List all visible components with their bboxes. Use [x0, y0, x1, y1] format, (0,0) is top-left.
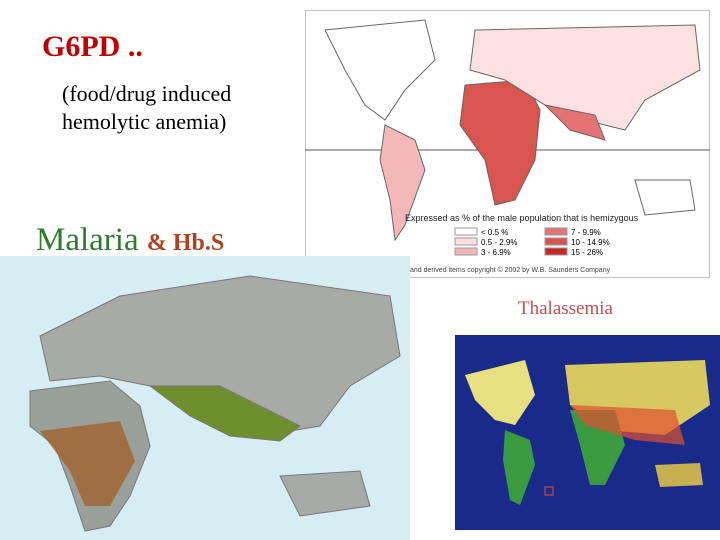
g6pd-subtitle: (food/drug induced hemolytic anemia) [62, 80, 231, 136]
g6pd-title: G6PD .. [42, 30, 143, 63]
malaria-asia [148, 385, 301, 442]
legend-label: 10 - 14.9% [571, 238, 610, 247]
australia [655, 463, 703, 487]
south-asia [543, 104, 606, 141]
hbs-title: & Hb.S [146, 230, 225, 256]
legend: < 0.5 %0.5 - 2.9%3 - 6.9% 7 - 9.9%10 - 14… [454, 227, 610, 257]
north-america [324, 19, 436, 121]
legend-swatch [544, 237, 568, 246]
legend-swatch [544, 247, 568, 256]
south-america [503, 430, 535, 505]
legend-swatch [454, 237, 478, 246]
eurasia [39, 275, 401, 437]
legend-swatch [544, 227, 568, 236]
legend-label: 7 - 9.9% [571, 228, 601, 237]
legend-swatch [454, 227, 478, 236]
legend-swatch [454, 247, 478, 256]
legend-title: Expressed as % of the male population th… [405, 213, 639, 223]
thalassemia-band [570, 405, 685, 445]
malaria-title: Malaria [36, 222, 139, 258]
legend-label: 15 - 26% [571, 248, 603, 257]
subtitle-line: (food/drug induced [62, 81, 232, 106]
south-america [379, 124, 426, 242]
australia [634, 179, 696, 216]
malaria-heading: Malaria & Hb.S [36, 222, 224, 259]
g6pd-map: Expressed as % of the male population th… [305, 10, 710, 278]
thalassemia-map [455, 335, 720, 530]
legend-label: 3 - 6.9% [481, 248, 511, 257]
copyright: and derived items copyright © 2002 by W.… [410, 266, 611, 274]
australia [279, 470, 371, 517]
eurasia [469, 24, 701, 131]
malaria-map [0, 256, 410, 540]
marker [544, 486, 554, 496]
north-america [465, 360, 535, 425]
subtitle-line: hemolytic anemia) [62, 109, 227, 134]
legend-label: < 0.5 % [481, 228, 508, 237]
malaria-africa [40, 421, 135, 506]
legend-label: 0.5 - 2.9% [481, 238, 517, 247]
thalassemia-title: Thalassemia [518, 298, 613, 319]
